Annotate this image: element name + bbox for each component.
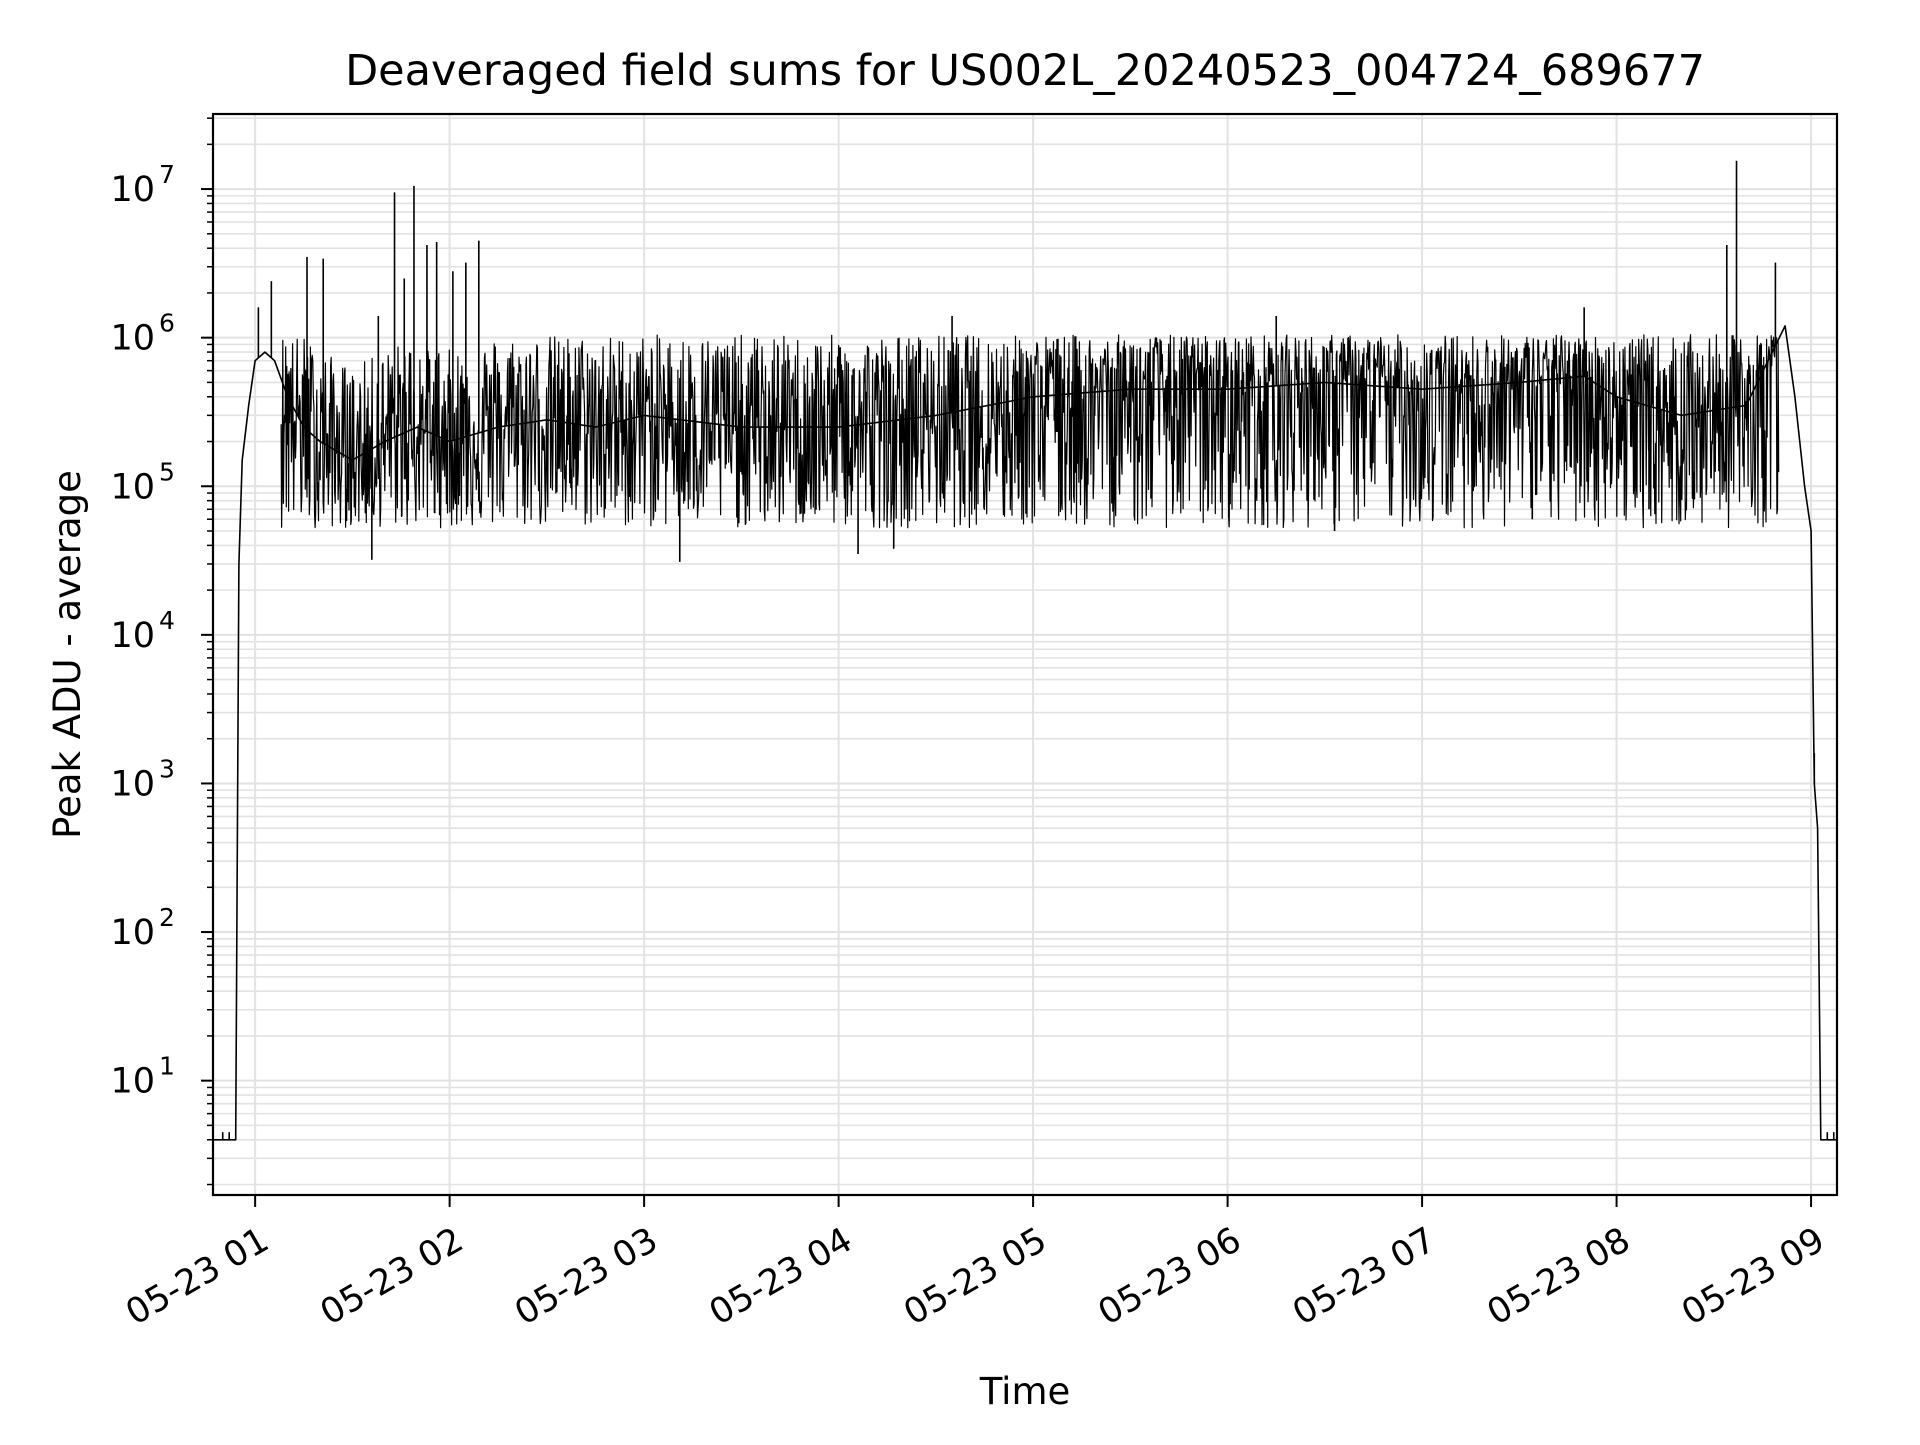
y-tick-label: 10 xyxy=(110,1062,155,1102)
y-tick-exponent: 5 xyxy=(159,457,175,486)
chart-title: Deaveraged field sums for US002L_2024052… xyxy=(345,46,1705,96)
y-tick-label: 10 xyxy=(110,467,155,507)
y-axis-label: Peak ADU - average xyxy=(46,470,89,839)
y-tick-exponent: 3 xyxy=(159,754,175,783)
y-tick-exponent: 4 xyxy=(159,606,175,635)
y-tick-label: 10 xyxy=(110,913,155,953)
data-layer xyxy=(213,160,1837,1141)
y-tick-label: 10 xyxy=(110,319,155,359)
y-tick-exponent: 1 xyxy=(159,1052,175,1081)
series-line xyxy=(213,325,1837,1141)
y-tick-exponent: 7 xyxy=(159,160,175,189)
y-tick-label: 10 xyxy=(110,170,155,210)
y-tick-label: 10 xyxy=(110,616,155,656)
y-tick-label: 10 xyxy=(110,764,155,804)
x-axis-label: Time xyxy=(979,1370,1071,1413)
grid xyxy=(213,114,1837,1195)
y-tick-exponent: 6 xyxy=(159,309,175,338)
y-tick-exponent: 2 xyxy=(159,903,175,932)
series-noise-line xyxy=(280,334,1780,529)
plot-frame xyxy=(211,112,1839,1197)
